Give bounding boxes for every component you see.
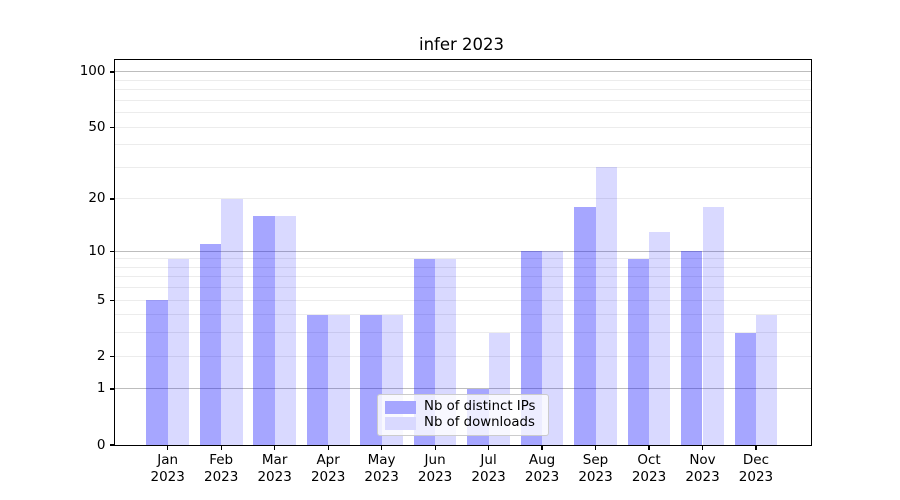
x-tick-mark [594,446,597,450]
gridline-major [114,388,811,390]
gridline-minor [114,198,811,200]
y-tick-label: 10 [88,242,106,259]
legend-entry-downloads: Nb of downloads [385,415,540,431]
x-tick-mark [701,446,704,450]
bar-downloads-mar [274,216,297,445]
x-tick-label: Dec 2023 [738,452,774,485]
bar-downloads-nov [702,207,724,445]
x-tick-mark [327,446,329,450]
y-tick-mark [109,388,114,390]
y-tick-mark [109,355,114,357]
y-tick-label: 20 [88,190,106,207]
x-tick-label: May 2023 [364,452,399,485]
bar-downloads-apr [328,314,350,445]
y-tick-mark [109,198,114,200]
bar-distinct-ips-apr [306,314,329,445]
x-tick-label: Oct 2023 [631,452,667,485]
y-tick-label: 100 [79,63,106,80]
bar-downloads-feb [221,198,243,445]
x-tick-mark [648,446,650,450]
gridline-major [114,71,811,73]
bar-distinct-ips-dec [734,332,756,445]
gridline-minor [114,89,811,91]
x-tick-label: Jun 2023 [417,452,453,485]
x-tick-label: Mar 2023 [257,452,292,485]
y-tick-mark [109,71,114,73]
y-tick-label: 5 [96,291,106,308]
legend-label-distinct-ips: Nb of distinct IPs [424,399,536,414]
x-tick-label: Sep 2023 [578,452,613,485]
gridline-minor [114,79,811,81]
bar-distinct-ips-nov [681,251,703,445]
x-tick-mark [220,446,222,450]
y-tick-mark [109,250,114,252]
x-tick-label: Apr 2023 [310,452,346,485]
legend: Nb of distinct IPs Nb of downloads [377,394,549,436]
gridline-minor [114,112,811,114]
bar-distinct-ips-jan [146,300,168,445]
x-tick-mark [274,446,276,450]
bar-distinct-ips-feb [199,244,222,445]
bar-distinct-ips-oct [627,258,649,445]
x-tick-label: Aug 2023 [524,452,560,485]
x-tick-label: Jul 2023 [471,452,506,485]
x-tick-mark [487,446,490,450]
legend-label-downloads: Nb of downloads [424,415,535,430]
gridline-minor [114,266,811,268]
gridline-minor [114,99,811,101]
plot-canvas [114,60,811,445]
plot-area [113,59,812,446]
bar-downloads-oct [649,231,671,445]
legend-entry-distinct-ips: Nb of distinct IPs [385,399,540,415]
bar-downloads-jan [167,258,190,445]
gridline-major [114,250,811,252]
gridline-minor [114,299,811,301]
y-tick-mark [109,444,114,446]
x-tick-label: Jan 2023 [150,452,185,485]
x-tick-mark [167,446,169,450]
bar-downloads-dec [755,314,778,445]
gridline-minor [114,332,811,334]
bar-distinct-ips-may [360,314,382,445]
gridline-minor [114,126,811,128]
bar-distinct-ips-sep [574,207,596,445]
gridline-minor [114,314,811,316]
legend-swatch-distinct-ips [385,400,416,414]
legend-swatch-downloads [385,416,416,430]
x-tick-mark [541,446,543,450]
bar-distinct-ips-mar [253,216,275,445]
x-tick-label: Feb 2023 [203,452,239,485]
gridline-minor [114,144,811,146]
chart-title: infer 2023 [418,35,505,54]
y-tick-label: 0 [96,436,106,453]
y-tick-label: 2 [96,347,106,364]
bar-downloads-sep [595,167,617,445]
y-tick-label: 50 [88,118,106,135]
y-tick-mark [109,126,114,128]
gridline-minor [114,258,811,260]
gridline-minor [114,355,811,357]
y-tick-label: 1 [96,380,106,397]
x-tick-mark [381,446,383,450]
x-tick-mark [755,446,757,450]
gridline-minor [114,276,811,278]
gridline-minor [114,166,811,168]
y-tick-mark [109,299,114,301]
x-tick-mark [434,446,436,450]
gridline-minor [114,287,811,289]
x-tick-label: Nov 2023 [685,452,720,485]
